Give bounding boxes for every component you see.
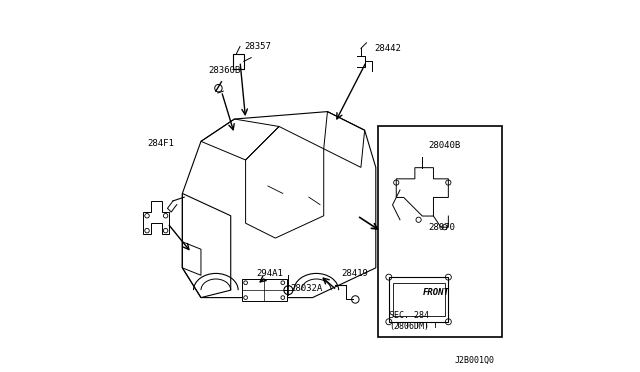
Text: 28442: 28442 <box>374 44 401 53</box>
Text: (2806DM): (2806DM) <box>389 322 429 331</box>
Text: 28040B: 28040B <box>428 141 460 150</box>
Text: 294A1: 294A1 <box>257 269 284 278</box>
Bar <box>392 283 445 316</box>
Text: 28360B: 28360B <box>209 66 241 75</box>
Text: 28419: 28419 <box>342 269 369 278</box>
Text: FRONT: FRONT <box>422 288 449 297</box>
Text: 28070: 28070 <box>428 223 455 232</box>
Bar <box>242 279 287 301</box>
Text: SEC. 284: SEC. 284 <box>389 311 429 320</box>
Text: 284F1: 284F1 <box>147 139 174 148</box>
Text: 28357: 28357 <box>244 42 271 51</box>
Bar <box>378 126 502 337</box>
Text: J2B001Q0: J2B001Q0 <box>455 356 495 365</box>
Bar <box>389 277 449 322</box>
Text: 28032A: 28032A <box>291 284 323 293</box>
